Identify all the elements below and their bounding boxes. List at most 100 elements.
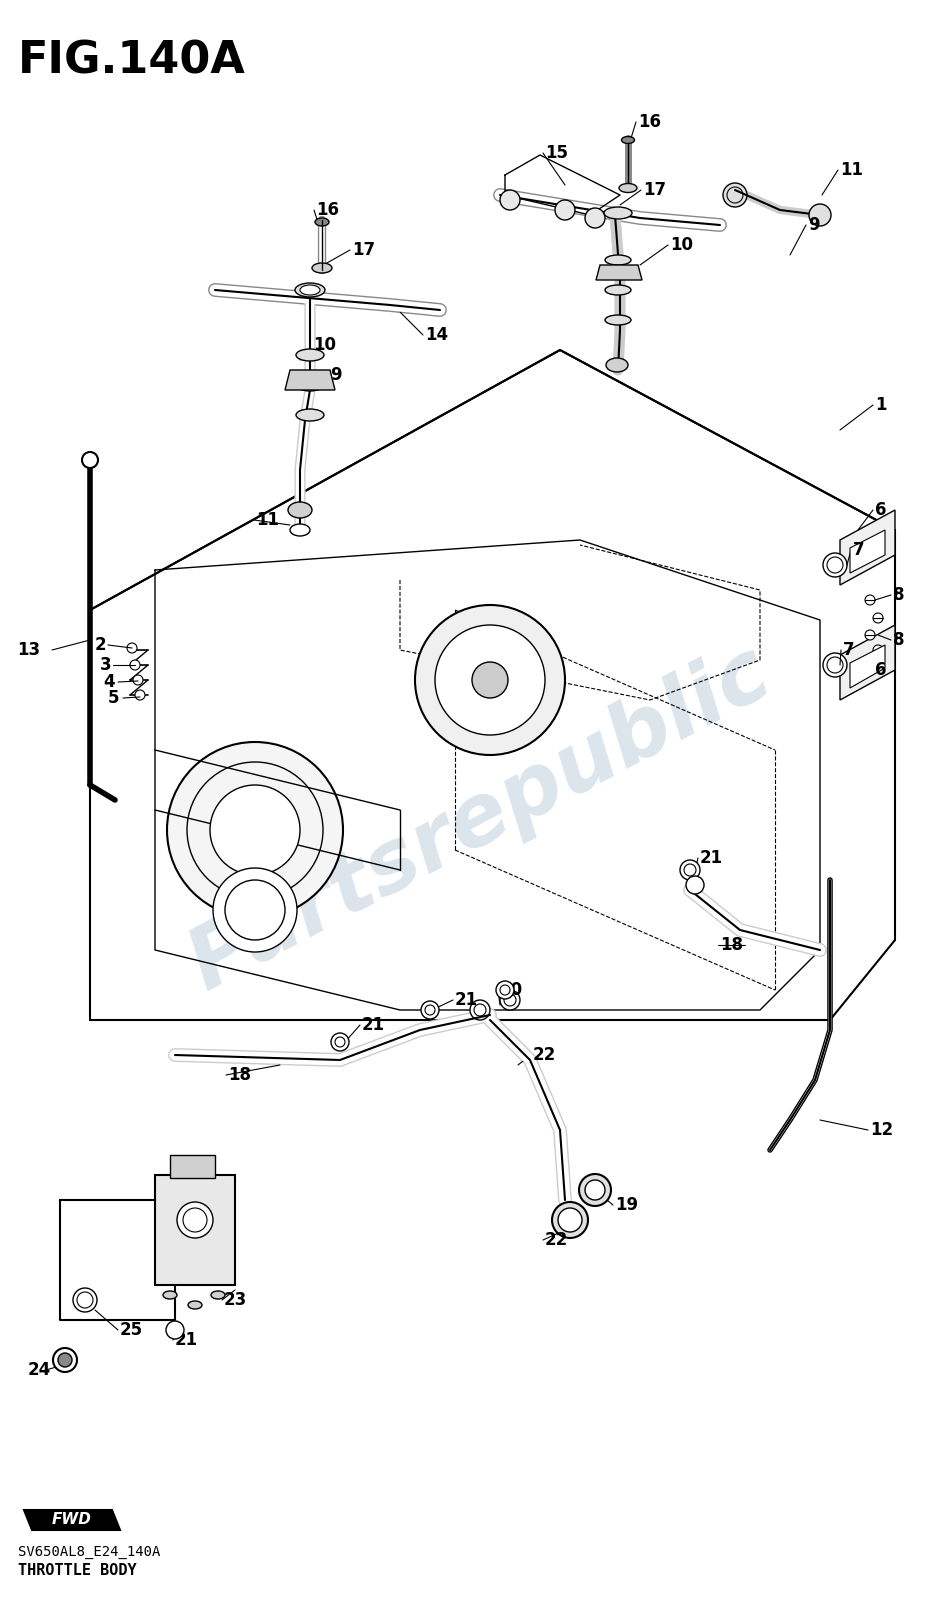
- Text: 10: 10: [670, 235, 693, 254]
- Text: 22: 22: [545, 1230, 569, 1250]
- Text: 21: 21: [362, 1016, 385, 1034]
- Ellipse shape: [606, 358, 628, 371]
- Text: 20: 20: [500, 981, 523, 998]
- Text: 14: 14: [425, 326, 448, 344]
- Circle shape: [435, 626, 545, 734]
- Text: 2: 2: [95, 635, 107, 654]
- Ellipse shape: [295, 283, 325, 298]
- Text: 18: 18: [720, 936, 743, 954]
- Text: 23: 23: [224, 1291, 247, 1309]
- Circle shape: [73, 1288, 97, 1312]
- Text: 4: 4: [103, 674, 115, 691]
- Text: 9: 9: [330, 366, 341, 384]
- Ellipse shape: [188, 1301, 202, 1309]
- Circle shape: [585, 1181, 605, 1200]
- Circle shape: [421, 1002, 439, 1019]
- Text: 17: 17: [352, 242, 375, 259]
- Polygon shape: [596, 266, 642, 280]
- Ellipse shape: [622, 136, 634, 144]
- Text: 8: 8: [893, 586, 904, 603]
- Circle shape: [873, 613, 883, 622]
- Circle shape: [680, 861, 700, 880]
- Text: 21: 21: [175, 1331, 198, 1349]
- Circle shape: [496, 981, 514, 998]
- Text: FIG.140A: FIG.140A: [18, 40, 246, 83]
- Ellipse shape: [604, 206, 632, 219]
- Text: 11: 11: [256, 510, 279, 530]
- Text: THROTTLE BODY: THROTTLE BODY: [18, 1563, 137, 1578]
- Text: Partsrepublic: Partsrepublic: [175, 632, 785, 1008]
- Text: FWD: FWD: [52, 1512, 92, 1528]
- Text: 5: 5: [108, 690, 120, 707]
- Ellipse shape: [312, 262, 332, 274]
- Circle shape: [133, 675, 143, 685]
- Text: 17: 17: [643, 181, 666, 198]
- Circle shape: [723, 182, 747, 206]
- Circle shape: [415, 605, 565, 755]
- Circle shape: [552, 1202, 588, 1238]
- Circle shape: [579, 1174, 611, 1206]
- Circle shape: [585, 208, 605, 227]
- Circle shape: [213, 867, 297, 952]
- Circle shape: [53, 1347, 77, 1371]
- Ellipse shape: [605, 254, 631, 266]
- Polygon shape: [155, 1174, 235, 1285]
- Polygon shape: [840, 626, 895, 701]
- Text: 22: 22: [533, 1046, 556, 1064]
- Text: 16: 16: [316, 202, 339, 219]
- Circle shape: [166, 1322, 184, 1339]
- Text: 8: 8: [893, 630, 904, 650]
- Text: 12: 12: [870, 1122, 893, 1139]
- Polygon shape: [840, 510, 895, 586]
- Text: 19: 19: [615, 1197, 638, 1214]
- Polygon shape: [285, 370, 335, 390]
- Circle shape: [331, 1034, 349, 1051]
- Ellipse shape: [290, 525, 310, 536]
- Circle shape: [809, 203, 831, 226]
- Text: 7: 7: [843, 642, 855, 659]
- Text: 11: 11: [840, 162, 863, 179]
- Circle shape: [58, 1354, 72, 1366]
- Text: 3: 3: [100, 656, 111, 674]
- Text: 18: 18: [228, 1066, 251, 1085]
- Ellipse shape: [296, 379, 324, 390]
- Text: 1: 1: [875, 395, 886, 414]
- Text: SV650AL8_E24_140A: SV650AL8_E24_140A: [18, 1546, 161, 1558]
- Ellipse shape: [619, 184, 637, 192]
- Ellipse shape: [605, 315, 631, 325]
- Circle shape: [555, 200, 575, 219]
- Text: 21: 21: [455, 990, 478, 1010]
- Polygon shape: [24, 1510, 120, 1530]
- Circle shape: [823, 554, 847, 578]
- Text: 10: 10: [313, 336, 336, 354]
- Circle shape: [130, 659, 140, 670]
- Circle shape: [210, 786, 300, 875]
- Text: 6: 6: [875, 501, 886, 518]
- Text: 7: 7: [853, 541, 864, 558]
- Ellipse shape: [163, 1291, 177, 1299]
- Polygon shape: [170, 1155, 215, 1178]
- Text: 9: 9: [808, 216, 820, 234]
- Circle shape: [167, 742, 343, 918]
- Text: 16: 16: [638, 114, 661, 131]
- Text: 6: 6: [875, 661, 886, 678]
- Circle shape: [472, 662, 508, 698]
- Text: 24: 24: [28, 1362, 51, 1379]
- Circle shape: [865, 595, 875, 605]
- Circle shape: [500, 190, 520, 210]
- Circle shape: [865, 630, 875, 640]
- Polygon shape: [850, 530, 885, 573]
- Circle shape: [500, 990, 520, 1010]
- Circle shape: [558, 1208, 582, 1232]
- Circle shape: [127, 643, 137, 653]
- Circle shape: [470, 1000, 490, 1021]
- Text: 13: 13: [17, 642, 40, 659]
- Ellipse shape: [300, 285, 320, 294]
- Circle shape: [82, 451, 98, 467]
- Ellipse shape: [605, 285, 631, 294]
- Circle shape: [873, 645, 883, 654]
- Text: 15: 15: [545, 144, 568, 162]
- Ellipse shape: [296, 410, 324, 421]
- Ellipse shape: [296, 349, 324, 362]
- Ellipse shape: [315, 218, 329, 226]
